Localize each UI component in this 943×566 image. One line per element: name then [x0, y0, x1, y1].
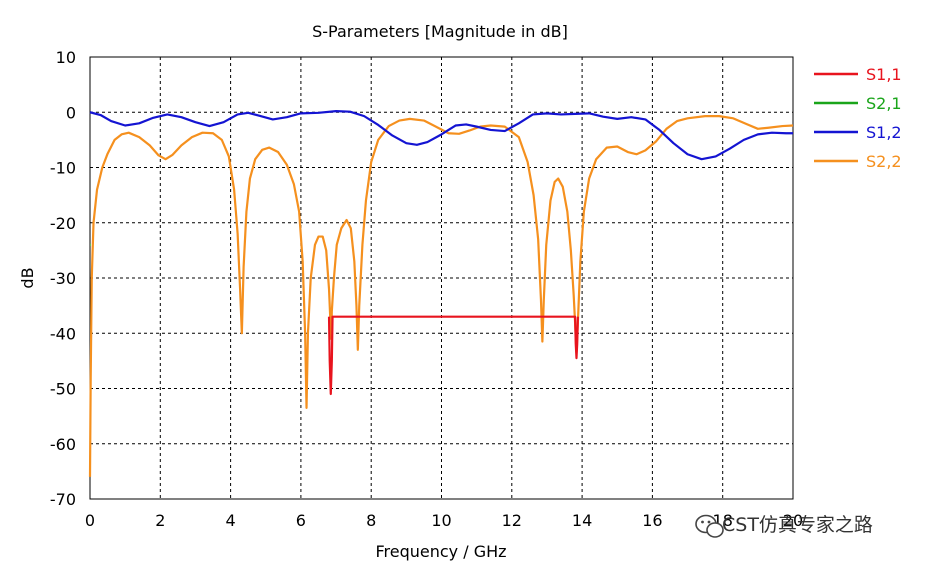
chart-title: S-Parameters [Magnitude in dB] [312, 22, 568, 41]
x-tick-label-7: 14 [572, 511, 592, 530]
legend-label-S1-1: S1,1 [866, 65, 902, 84]
y-tick-label-2: -10 [50, 159, 76, 178]
series-layer [88, 110, 794, 477]
x-tick-label-2: 4 [226, 511, 236, 530]
series-line-S2-2 [88, 115, 794, 477]
x-tick-label-4: 8 [366, 511, 376, 530]
y-axis-label: dB [18, 267, 37, 288]
series-line-S1-2 [89, 110, 793, 161]
y-tick-label-7: -60 [50, 435, 76, 454]
y-tick-labels: 10 0 -10 -20 -30 -40 -50 -60 -70 [50, 48, 76, 509]
y-tick-label-3: -20 [50, 214, 76, 233]
x-tick-label-10: 20 [783, 511, 803, 530]
x-tick-label-0: 0 [85, 511, 95, 530]
legend-label-S1-2: S1,2 [866, 123, 902, 142]
x-tick-label-1: 2 [155, 511, 165, 530]
y-tick-label-6: -50 [50, 380, 76, 399]
y-tick-label-0: 10 [56, 48, 76, 67]
x-tick-label-8: 16 [642, 511, 662, 530]
x-tick-labels: 0 2 4 6 8 10 12 14 16 18 20 [85, 511, 803, 530]
y-tick-label-8: -70 [50, 490, 76, 509]
y-tick-label-1: 0 [66, 103, 76, 122]
x-tick-label-5: 10 [431, 511, 451, 530]
legend-label-S2-2: S2,2 [866, 152, 902, 171]
x-tick-label-6: 12 [502, 511, 522, 530]
legend: S1,1 S2,1 S1,2 S2,2 [814, 65, 902, 171]
x-axis-label: Frequency / GHz [375, 542, 506, 561]
watermark: CST仿真专家之路 [695, 514, 873, 538]
legend-label-S2-1: S2,1 [866, 94, 902, 113]
watermark-text: CST仿真专家之路 [722, 514, 873, 536]
y-tick-label-4: -30 [50, 269, 76, 288]
series-line-S1-1 [327, 315, 579, 396]
y-tick-label-5: -40 [50, 324, 76, 343]
grid-lines [90, 57, 793, 499]
x-tick-label-3: 6 [296, 511, 306, 530]
wechat-icon [695, 514, 724, 538]
